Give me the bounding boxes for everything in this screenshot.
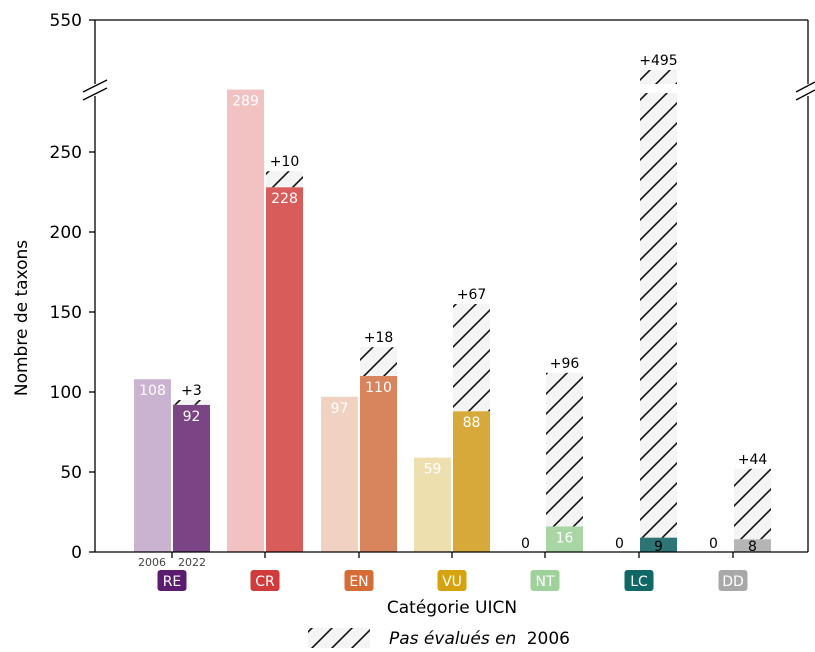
category-label-nt: NT — [535, 574, 554, 590]
bar-not-evaluated-dd — [734, 468, 771, 540]
bar-not-evaluated-vu — [453, 304, 490, 412]
value-label-2022-dd: 8 — [748, 539, 757, 555]
bar-2006-cr — [227, 89, 264, 552]
bar-2022-vu — [453, 411, 490, 552]
added-label-dd: +44 — [738, 452, 768, 468]
category-label-en: EN — [349, 574, 368, 590]
value-label-2006-vu: 59 — [424, 462, 442, 478]
value-label-2006-dd: 0 — [709, 536, 718, 552]
bar-2006-en — [321, 396, 358, 552]
added-label-vu: +67 — [457, 287, 487, 303]
legend-label-prefix: Pas évalués en — [389, 629, 516, 649]
value-label-2022-re: 92 — [183, 409, 201, 425]
y-tick-label: 50 — [60, 463, 82, 483]
value-label-2006-en: 97 — [331, 401, 349, 417]
category-label-vu: VU — [442, 574, 462, 590]
category-badge-dd — [718, 570, 748, 591]
legend-hatch-swatch — [308, 628, 370, 648]
bar-break-gap-lc — [638, 84, 679, 93]
value-label-2022-en: 110 — [365, 380, 392, 396]
bar-not-evaluated-re — [173, 400, 210, 405]
year-label-2006: 2006 — [138, 556, 166, 569]
bar-2022-nt — [546, 526, 583, 552]
bar-not-evaluated-nt — [546, 372, 583, 527]
y-tick-label: 550 — [50, 11, 82, 31]
category-badge-re — [157, 570, 187, 591]
category-label-dd: DD — [722, 574, 744, 590]
category-badge-cr — [250, 570, 280, 591]
category-badge-lc — [624, 570, 654, 591]
bar-2022-lc — [640, 537, 677, 552]
legend-label-year: 2006 — [527, 629, 570, 649]
bar-not-evaluated-lc — [640, 70, 677, 538]
value-label-2022-lc: 9 — [654, 539, 663, 555]
added-label-en: +18 — [364, 330, 394, 346]
added-label-lc: +495 — [639, 53, 677, 69]
value-label-2022-vu: 88 — [463, 415, 481, 431]
y-tick-label: 150 — [50, 303, 82, 323]
bar-2006-re — [134, 379, 171, 552]
category-label-re: RE — [163, 574, 182, 590]
year-label-2022: 2022 — [178, 556, 206, 569]
value-label-2006-re: 108 — [139, 383, 166, 399]
bar-2022-dd — [734, 539, 771, 552]
value-label-2006-cr: 289 — [232, 94, 259, 110]
bar-2006-vu — [414, 457, 451, 552]
bar-2022-cr — [266, 187, 303, 552]
bars — [134, 70, 771, 552]
category-badge-en — [344, 570, 374, 591]
legend-label: Pas évalués en 2006 — [389, 629, 570, 649]
bar-not-evaluated-cr — [266, 171, 303, 188]
y-axis-label: Nombre de taxons — [12, 240, 32, 396]
y-tick-label: 200 — [50, 223, 82, 243]
bar-2022-en — [360, 376, 397, 552]
bar-not-evaluated-en — [360, 347, 397, 376]
bar-2022-re — [173, 404, 210, 552]
category-label-lc: LC — [630, 574, 648, 590]
y-axis: 0 50 100 150 200 250 550 — [50, 11, 95, 563]
y-tick-label: 250 — [50, 143, 82, 163]
axis-break-mark-right — [795, 81, 815, 101]
added-label-re: +3 — [181, 383, 202, 399]
axis-break-gap-left — [88, 84, 102, 96]
value-label-2022-cr: 228 — [271, 191, 298, 207]
legend: Pas évalués en 2006 — [308, 628, 570, 649]
category-label-cr: CR — [255, 574, 275, 590]
category-badge-vu — [437, 570, 467, 591]
y-tick-label: 0 — [71, 543, 82, 563]
category-badge-nt — [530, 570, 560, 591]
value-label-2006-nt: 0 — [521, 536, 530, 552]
bar-labels: +3 108 92 +10 289 228 +18 97 110 +67 59 88 +96 0 16 +49… — [139, 53, 767, 555]
value-label-2006-lc: 0 — [615, 536, 624, 552]
x-axis-label: Catégorie UICN — [387, 598, 517, 618]
axis-break-mark-left — [82, 79, 108, 101]
added-label-cr: +10 — [270, 154, 300, 170]
y-tick-label: 100 — [50, 383, 82, 403]
added-label-nt: +96 — [550, 356, 580, 372]
x-axis: RE CR EN VU NT LC DD 2006 2022 — [138, 552, 748, 591]
value-label-2022-nt: 16 — [556, 530, 574, 546]
